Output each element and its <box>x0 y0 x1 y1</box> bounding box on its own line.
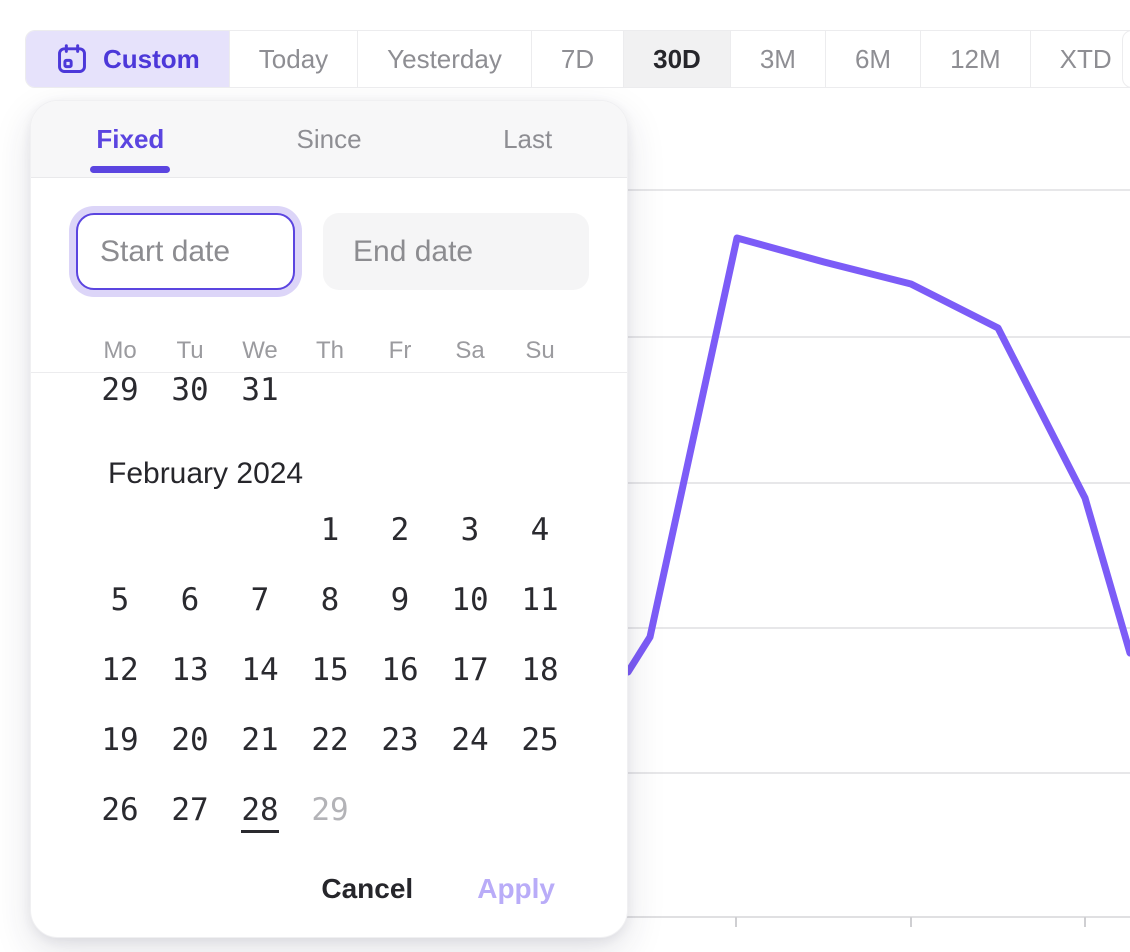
range-button-label: 3M <box>759 43 796 74</box>
weekday-label: Th <box>315 337 344 364</box>
calendar-day[interactable]: 30 <box>171 372 209 408</box>
calendar-week-row: 1 2 3 4 <box>85 495 575 565</box>
calendar-day[interactable]: 20 <box>171 722 209 758</box>
calendar-day[interactable]: 25 <box>521 722 559 758</box>
calendar-day[interactable]: 24 <box>451 722 489 758</box>
calendar-day-empty <box>505 355 575 425</box>
calendar-day-empty <box>295 355 365 425</box>
calendar-day[interactable]: 11 <box>521 582 559 618</box>
end-date-input[interactable] <box>323 213 589 290</box>
tab-last[interactable]: Last <box>503 123 553 154</box>
calendar-day[interactable]: 27 <box>171 792 209 828</box>
calendar-day-empty <box>365 355 435 425</box>
selected-day-underline: 28 <box>241 792 279 833</box>
calendar-day[interactable]: 2 <box>390 512 410 548</box>
calendar-day[interactable]: 22 <box>311 722 349 758</box>
weekday-label: Sa <box>455 337 485 364</box>
range-button-label: XTD <box>1059 43 1112 74</box>
chart-series-line <box>624 234 1130 676</box>
calendar-divider <box>31 372 627 373</box>
start-date-input[interactable] <box>76 213 295 290</box>
calendar-day[interactable]: 7 <box>250 582 270 618</box>
calendar-day[interactable]: 19 <box>101 722 139 758</box>
calendar-day[interactable]: 29 <box>101 372 139 408</box>
weekday-label: We <box>242 337 278 364</box>
calendar-day[interactable]: 10 <box>451 582 489 618</box>
range-button-yesterday[interactable]: Yesterday <box>358 31 532 87</box>
range-button-3m[interactable]: 3M <box>730 31 826 87</box>
weekday-label: Su <box>525 337 555 364</box>
chart-axis-ticks <box>735 917 1086 927</box>
prev-month-row: 29 30 31 <box>85 355 575 425</box>
weekday-label: Mo <box>103 337 137 364</box>
calendar-week-row: 26 27 28 29 <box>85 775 575 845</box>
range-button-7d[interactable]: 7D <box>531 31 625 87</box>
calendar-day[interactable]: 31 <box>241 372 279 408</box>
calendar-day[interactable]: 1 <box>320 512 340 548</box>
calendar-day[interactable]: 6 <box>180 582 200 618</box>
calendar-day[interactable]: 17 <box>451 652 489 688</box>
calendar-day[interactable]: 23 <box>381 722 419 758</box>
weekday-label: Tu <box>176 337 204 364</box>
calendar-day[interactable]: 13 <box>171 652 209 688</box>
calendar-week-row: 19 20 21 22 23 24 25 <box>85 705 575 775</box>
calendar-day[interactable]: 21 <box>241 722 279 758</box>
range-button-12m[interactable]: 12M <box>921 31 1031 87</box>
range-button-label: Yesterday <box>387 43 502 74</box>
calendar-day[interactable]: 28 <box>225 775 295 845</box>
calendar-icon <box>58 44 86 73</box>
range-button-label: 12M <box>950 43 1001 74</box>
range-button-label: Custom <box>103 43 200 74</box>
calendar-day-empty <box>505 775 575 845</box>
calendar-day[interactable]: 26 <box>101 792 139 828</box>
calendar-day[interactable]: 12 <box>101 652 139 688</box>
range-button-label: 7D <box>560 43 595 74</box>
calendar-day-empty <box>155 495 225 565</box>
calendar-week-row: 5 6 7 8 9 10 11 <box>85 565 575 635</box>
range-button-label: 6M <box>854 43 892 74</box>
weekday-row: Mo Tu We Th Fr Sa Su <box>85 333 575 369</box>
month-grid: 1 2 3 4 5 6 7 8 9 10 11 12 13 14 15 16 17 18 19 20 21 22 23 24 2… <box>85 495 575 845</box>
calendar-day-empty <box>225 495 295 565</box>
calendar-day: 29 <box>311 792 349 828</box>
calendar-day-empty <box>435 355 505 425</box>
calendar-day-empty <box>435 775 505 845</box>
calendar-week-row: 12 13 14 15 16 17 18 <box>85 635 575 705</box>
panel-footer: Cancel Apply <box>321 867 555 911</box>
tab-since[interactable]: Since <box>296 123 362 154</box>
toolbar-overflow-stub[interactable] <box>1122 30 1130 88</box>
range-button-custom[interactable]: Custom <box>26 31 230 87</box>
calendar-day-empty <box>85 495 155 565</box>
calendar-day-empty <box>365 775 435 845</box>
range-button-6m[interactable]: 6M <box>825 31 922 87</box>
calendar-day[interactable]: 14 <box>241 652 279 688</box>
calendar-day[interactable]: 8 <box>320 582 340 618</box>
apply-button[interactable]: Apply <box>477 873 555 904</box>
calendar-day[interactable]: 9 <box>390 582 410 618</box>
range-button-30d[interactable]: 30D <box>624 31 731 87</box>
range-button-label: 30D <box>653 43 701 74</box>
range-button-xtd[interactable]: XTD <box>1030 31 1130 87</box>
calendar-day[interactable]: 3 <box>460 512 480 548</box>
tab-fixed[interactable]: Fixed <box>31 101 230 177</box>
panel-tabs: Fixed Since Last <box>31 101 627 178</box>
calendar-day[interactable]: 18 <box>521 652 559 688</box>
calendar-day[interactable]: 15 <box>311 652 349 688</box>
range-button-label: Today <box>258 43 329 74</box>
weekday-label: Fr <box>388 337 412 364</box>
month-label: February 2024 <box>108 457 304 490</box>
range-button-today[interactable]: Today <box>229 31 359 87</box>
date-range-toolbar: Custom Today Yesterday 7D 30D 3M 6M 12M XTD <box>25 30 1130 88</box>
calendar-day[interactable]: 4 <box>530 512 550 548</box>
calendar-day[interactable]: 16 <box>381 652 419 688</box>
cancel-button[interactable]: Cancel <box>321 873 414 904</box>
chart-gridlines <box>600 189 1130 774</box>
calendar-day[interactable]: 5 <box>110 582 130 618</box>
